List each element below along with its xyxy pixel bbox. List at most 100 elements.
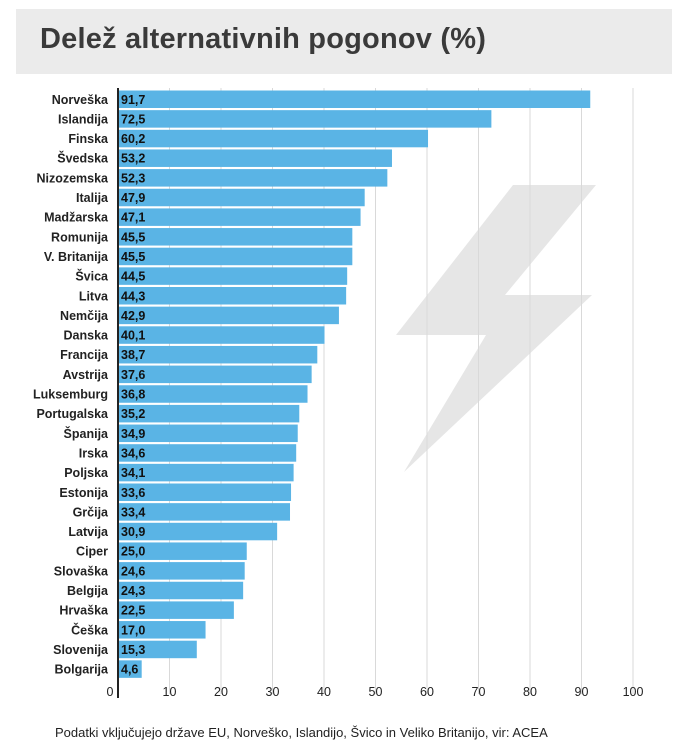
category-label: Španija	[64, 426, 110, 441]
bar	[118, 306, 339, 325]
x-tick-label: 60	[420, 685, 434, 699]
bar	[118, 660, 142, 678]
value-label: 24,3	[121, 584, 145, 598]
bar	[118, 267, 348, 285]
title-banner: Delež alternativnih pogonov (%)	[16, 9, 672, 74]
category-label: Hrvaška	[59, 604, 109, 618]
lightning-bolt-icon	[396, 185, 596, 472]
category-label: Švedska	[57, 151, 109, 166]
category-label: Danska	[64, 329, 110, 343]
chart-footnote: Podatki vključujejo države EU, Norveško,…	[55, 725, 548, 740]
value-label: 37,6	[121, 368, 145, 382]
x-tick-label: 100	[623, 685, 644, 699]
bar-chart: Norveška 91,7 Islandija 72,5 Finska 60,2 Šveds…	[33, 88, 644, 699]
category-label: V. Britanija	[44, 250, 109, 264]
category-label: Nemčija	[60, 309, 109, 323]
category-label: Madžarska	[44, 211, 109, 225]
value-label: 47,1	[121, 211, 145, 225]
bar	[118, 581, 244, 600]
bar	[118, 188, 365, 207]
category-label: Litva	[79, 289, 109, 303]
bar	[118, 483, 292, 501]
bar	[118, 345, 318, 364]
value-label: 34,1	[121, 466, 145, 480]
x-tick-label: 0	[107, 685, 114, 699]
value-label: 53,2	[121, 152, 145, 166]
category-label: Nizozemska	[36, 171, 109, 185]
category-label: Slovaška	[54, 564, 109, 578]
value-label: 60,2	[121, 132, 145, 146]
x-tick-label: 70	[472, 685, 486, 699]
category-label: Švica	[75, 269, 109, 284]
bar	[118, 503, 291, 521]
value-label: 34,6	[121, 446, 145, 460]
bar	[118, 287, 347, 305]
category-label: Grčija	[73, 505, 109, 519]
value-label: 35,2	[121, 407, 145, 421]
category-label: Estonija	[59, 486, 109, 500]
bar	[118, 129, 429, 148]
x-tick-label: 40	[317, 685, 331, 699]
value-label: 33,6	[121, 486, 145, 500]
value-label: 17,0	[121, 623, 145, 637]
x-tick-label: 20	[214, 685, 228, 699]
category-label: Avstrija	[63, 368, 109, 382]
value-label: 45,5	[121, 230, 145, 244]
value-label: 44,5	[121, 270, 145, 284]
value-label: 25,0	[121, 545, 145, 559]
value-label: 33,4	[121, 505, 145, 519]
x-tick-label: 50	[369, 685, 383, 699]
bar	[118, 562, 245, 580]
value-label: 30,9	[121, 525, 145, 539]
value-label: 44,3	[121, 289, 145, 303]
category-label: Češka	[71, 622, 109, 637]
category-label: Portugalska	[36, 407, 109, 421]
value-label: 15,3	[121, 643, 145, 657]
category-label: Norveška	[52, 93, 109, 107]
value-label: 40,1	[121, 329, 145, 343]
category-label: Islandija	[58, 112, 109, 126]
category-label: Romunija	[51, 230, 109, 244]
value-label: 91,7	[121, 93, 145, 107]
x-tick-label: 90	[575, 685, 589, 699]
bar	[118, 169, 388, 187]
value-label: 24,6	[121, 564, 145, 578]
value-label: 4,6	[121, 663, 138, 677]
value-label: 52,3	[121, 171, 145, 185]
category-label: Latvija	[68, 525, 109, 539]
value-label: 36,8	[121, 388, 145, 402]
category-label: Ciper	[76, 545, 108, 559]
bar	[118, 621, 206, 639]
bar	[118, 208, 361, 226]
value-label: 34,9	[121, 427, 145, 441]
bar	[118, 247, 353, 266]
category-label: Poljska	[64, 466, 109, 480]
bar	[118, 444, 297, 462]
bar	[118, 542, 247, 560]
bar	[118, 90, 591, 108]
category-label: Francija	[60, 348, 109, 362]
value-label: 47,9	[121, 191, 145, 205]
bar	[118, 326, 325, 344]
bar	[118, 404, 300, 423]
value-label: 45,5	[121, 250, 145, 264]
bar	[118, 149, 392, 167]
bar	[118, 424, 298, 443]
category-label: Belgija	[67, 584, 109, 598]
category-label: Slovenija	[53, 643, 109, 657]
chart-title: Delež alternativnih pogonov (%)	[40, 23, 487, 55]
bar	[118, 601, 234, 619]
bar	[118, 110, 492, 128]
category-label: Luksemburg	[33, 388, 108, 402]
bar	[118, 385, 308, 403]
bar	[118, 640, 197, 659]
x-tick-label: 10	[163, 685, 177, 699]
value-label: 38,7	[121, 348, 145, 362]
bar	[118, 228, 353, 246]
bar	[118, 522, 278, 541]
value-label: 22,5	[121, 604, 145, 618]
x-tick-label: 80	[523, 685, 537, 699]
bar	[118, 365, 312, 384]
bar	[118, 463, 294, 482]
category-label: Finska	[68, 132, 109, 146]
